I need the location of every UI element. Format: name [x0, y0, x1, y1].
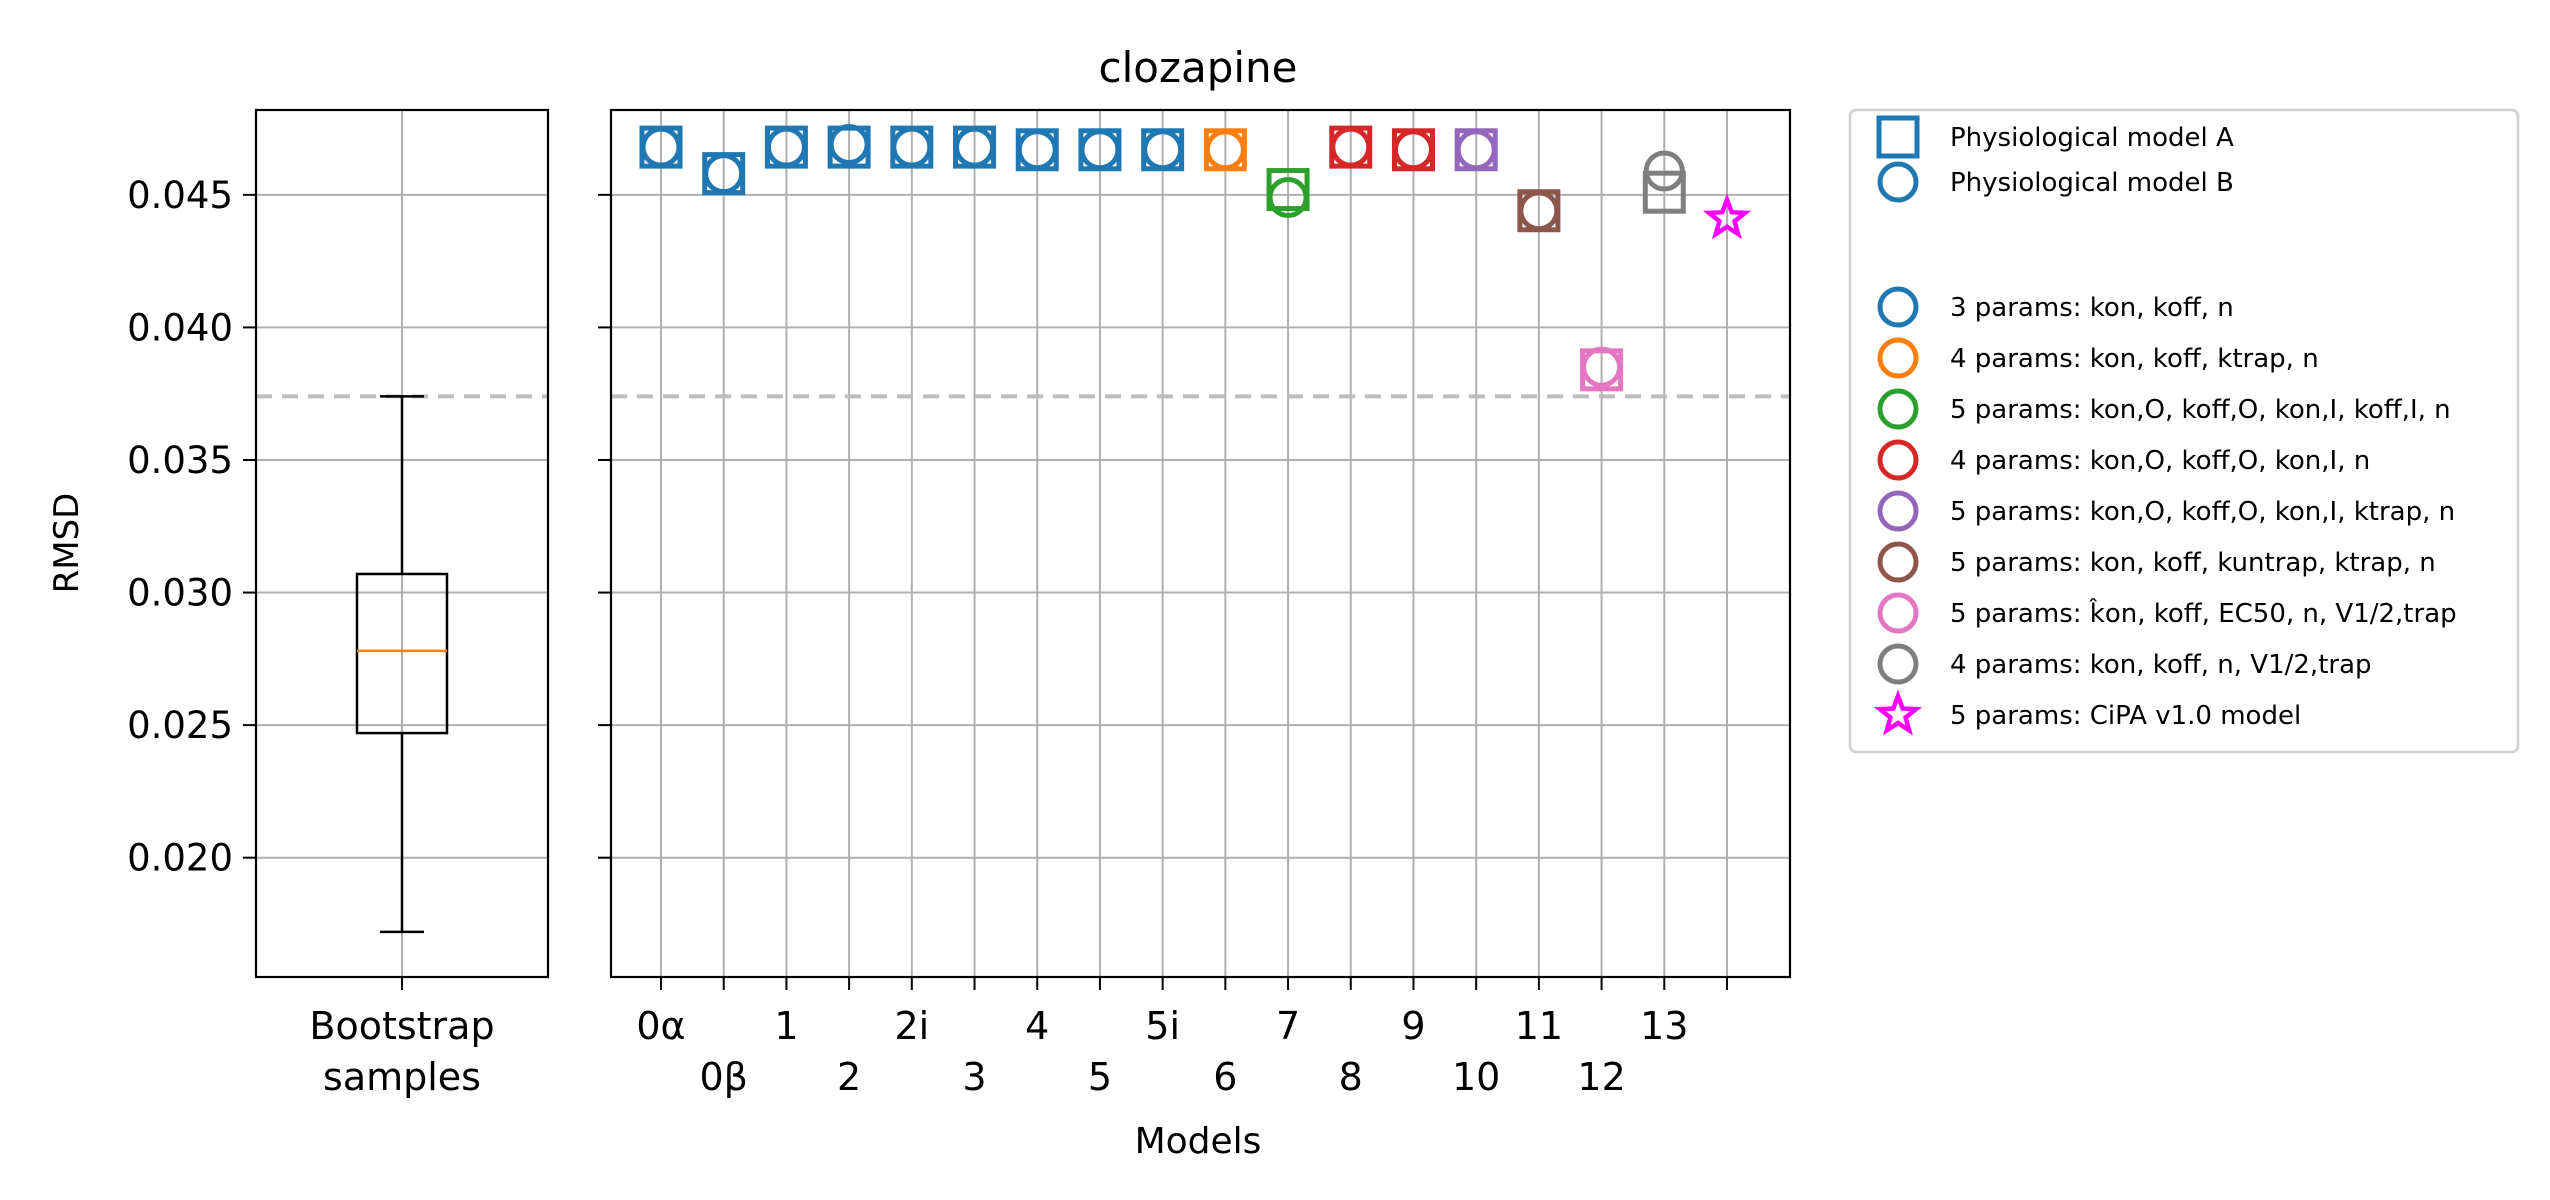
point-circle [1016, 129, 1058, 171]
x-tick-label: 9 [1401, 1004, 1425, 1048]
x-tick-label: 0α [636, 1004, 685, 1048]
legend-entries: Physiological model A Physiological model… [1873, 115, 2457, 736]
legend-marker-circle [1877, 286, 1919, 328]
legend: Physiological model A Physiological model… [1848, 108, 2520, 754]
legend-label: 4 params: kon, koff, ktrap, n [1950, 344, 2319, 374]
x-tick-label: 0β [699, 1055, 747, 1099]
point-square [1642, 170, 1686, 214]
legend-label: 4 params: kon,O, koff,O, kon,I, n [1950, 446, 2370, 476]
legend-label: 5 params: k̂on, koff, EC50, n, V1/2,trap [1950, 597, 2457, 629]
left-y-tick-label: 0.025 [127, 704, 233, 747]
x-tick-label: 5i [1145, 1004, 1180, 1048]
legend-label: 5 params: kon,O, koff,O, kon,I, koff,I, … [1950, 395, 2451, 425]
point-circle [1079, 129, 1121, 171]
legend-marker-circle [1877, 592, 1919, 634]
right-y-ticks [598, 193, 611, 859]
legend-label: 3 params: kon, koff, n [1950, 293, 2234, 323]
point-circle [640, 126, 682, 168]
legend-marker-circle [1877, 337, 1919, 379]
point-circle [1643, 150, 1685, 192]
point-circle [703, 153, 745, 195]
point-circle [1455, 129, 1497, 171]
point-circle [891, 126, 933, 168]
model-points [639, 123, 1752, 392]
bootstrap-boxplot [355, 395, 449, 934]
left-y-axis-label: RMSD [47, 493, 87, 594]
bootstrap-panel: 0.020 0.025 0.030 0.035 0.040 0.045 RMSD Boot… [47, 108, 550, 1099]
x-tick-label: 8 [1339, 1055, 1363, 1099]
x-tick-label: 4 [1025, 1004, 1049, 1048]
x-tick-label: 7 [1276, 1004, 1300, 1048]
x-tick-label: 12 [1577, 1055, 1625, 1099]
legend-label: 5 params: kon,O, koff,O, kon,I, ktrap, n [1950, 497, 2455, 527]
x-tick-label: 2i [894, 1004, 929, 1048]
x-tick-label: 3 [962, 1055, 986, 1099]
legend-label: 4 params: kon, koff, n, V1/2,trap [1950, 650, 2372, 680]
left-y-tick-label: 0.035 [127, 439, 233, 482]
legend-marker-square [1876, 115, 1920, 159]
legend-label: 5 params: CiPA v1.0 model [1950, 701, 2301, 731]
left-y-tick-label: 0.040 [127, 306, 233, 349]
x-axis-label: Models [1135, 1121, 1262, 1162]
x-tick-label: 10 [1452, 1055, 1500, 1099]
point-circle [1204, 129, 1246, 171]
legend-marker-circle [1877, 388, 1919, 430]
legend-marker-circle [1877, 439, 1919, 481]
legend-marker-circle [1877, 161, 1919, 203]
left-y-ticks: 0.020 0.025 0.030 0.035 0.040 0.045 [127, 174, 256, 880]
point-circle [1392, 129, 1434, 171]
left-y-tick-label: 0.020 [127, 837, 233, 880]
legend-marker-circle [1877, 541, 1919, 583]
point-circle [765, 126, 807, 168]
point-circle [1267, 176, 1309, 218]
x-tick-label: 1 [774, 1004, 798, 1048]
legend-frame [1848, 108, 2520, 754]
left-y-tick-label: 0.045 [127, 174, 233, 217]
x-tick-label: 2 [837, 1055, 861, 1099]
iqr-box [355, 572, 449, 735]
legend-label: Physiological model A [1950, 123, 2234, 153]
legend-label: Physiological model B [1950, 168, 2234, 198]
point-circle [954, 126, 996, 168]
point-square [1266, 168, 1310, 212]
x-tick-label: 11 [1515, 1004, 1563, 1048]
legend-marker-circle [1877, 643, 1919, 685]
point-circle [1518, 190, 1560, 232]
right-gridlines [611, 110, 1790, 977]
left-x-tick-label-line1: Bootstrap [309, 1004, 494, 1048]
x-tick-label: 5 [1088, 1055, 1112, 1099]
legend-label: 5 params: kon, koff, kuntrap, ktrap, n [1950, 548, 2436, 578]
legend-marker-circle [1877, 490, 1919, 532]
point-circle [1581, 346, 1623, 388]
x-tick-label: 13 [1640, 1004, 1688, 1048]
chart-title: clozapine [1098, 43, 1297, 92]
x-tick-label: 6 [1213, 1055, 1237, 1099]
left-y-tick-label: 0.030 [127, 572, 233, 615]
legend-marker-star [1873, 689, 1923, 736]
right-axes-frame [609, 108, 1792, 979]
left-x-tick-label-line2: samples [323, 1055, 481, 1099]
point-circle [1142, 129, 1184, 171]
point-circle [828, 123, 870, 165]
point-star [1702, 193, 1752, 240]
point-circle [1330, 126, 1372, 168]
